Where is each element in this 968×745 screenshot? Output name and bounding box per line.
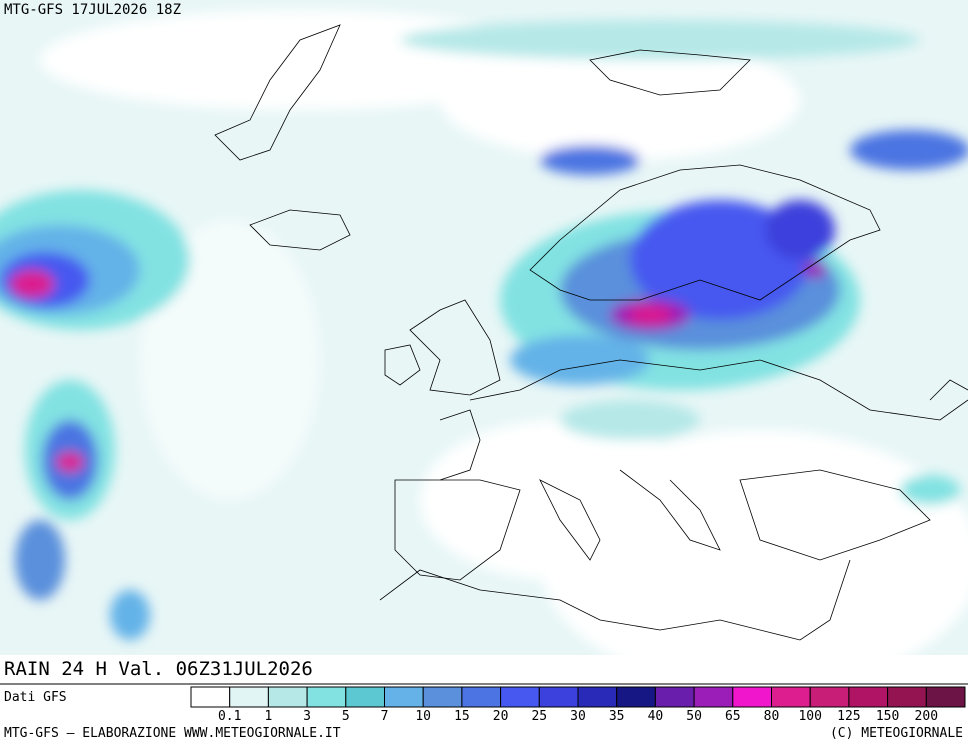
legend-label: 100 xyxy=(798,709,821,724)
legend-swatch xyxy=(732,686,772,708)
legend-swatch xyxy=(384,686,424,708)
legend-label: 150 xyxy=(876,709,899,724)
legend-label: 80 xyxy=(764,709,780,724)
legend-label: 25 xyxy=(531,709,547,724)
legend-swatch xyxy=(887,686,927,708)
legend-label: 50 xyxy=(686,709,702,724)
legend-swatch xyxy=(771,686,811,708)
legend: 0.1 1 3 5 7 10 15 20 25 30 35 40 50 65 80 100 125 150 200 xyxy=(190,686,966,724)
legend-swatch xyxy=(422,686,463,708)
legend-label: 40 xyxy=(648,709,664,724)
precip-field xyxy=(0,10,968,690)
legend-label: 5 xyxy=(342,709,350,724)
legend-label: 0.1 xyxy=(218,709,241,724)
legend-swatch xyxy=(693,686,734,708)
legend-swatch xyxy=(616,686,656,708)
legend-swatch xyxy=(654,686,695,708)
legend-swatch xyxy=(538,686,579,708)
legend-label: 3 xyxy=(303,709,311,724)
legend-label: 65 xyxy=(725,709,741,724)
legend-label: 30 xyxy=(570,709,586,724)
legend-swatch xyxy=(345,686,385,708)
legend-swatch xyxy=(229,686,269,708)
map: MTG-GFS 17JUL2026 18Z RAIN 24 H Val. 06Z… xyxy=(0,0,968,690)
legend-label: 200 xyxy=(915,709,938,724)
legend-swatch xyxy=(500,686,540,708)
field-bar xyxy=(0,655,968,684)
legend-swatch xyxy=(267,686,308,708)
copyright: (C) METEOGIORNALE xyxy=(830,726,963,741)
legend-swatch xyxy=(925,686,966,708)
legend-swatch xyxy=(809,686,850,708)
legend-swatch xyxy=(461,686,502,708)
legend-label: 1 xyxy=(264,709,272,724)
legend-label: 7 xyxy=(381,709,389,724)
legend-label: 35 xyxy=(609,709,625,724)
legend-label: 15 xyxy=(454,709,470,724)
legend-label: 125 xyxy=(837,709,860,724)
legend-swatch xyxy=(848,686,889,708)
legend-swatch xyxy=(577,686,618,708)
run-label: MTG-GFS 17JUL2026 18Z xyxy=(4,2,181,18)
credit: MTG-GFS — ELABORAZIONE WWW.METEOGIORNALE… xyxy=(4,726,341,741)
legend-label: 20 xyxy=(493,709,509,724)
legend-swatch xyxy=(306,686,347,708)
field-label: RAIN 24 H Val. 06Z31JUL2026 xyxy=(4,658,313,680)
legend-swatch xyxy=(190,686,231,708)
legend-label: 10 xyxy=(415,709,431,724)
data-source: Dati GFS xyxy=(4,690,67,705)
coastlines xyxy=(214,24,968,641)
